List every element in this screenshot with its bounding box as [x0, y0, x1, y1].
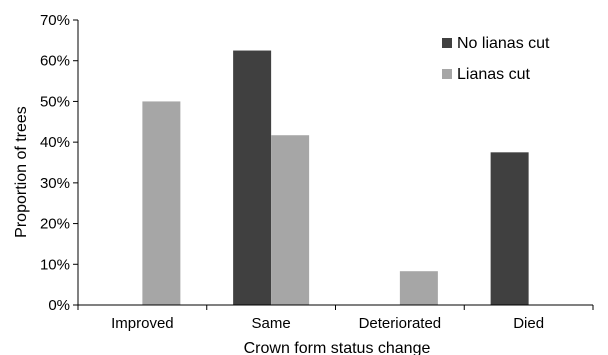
x-tick-label: Improved [111, 315, 174, 332]
legend-label-no-lianas-cut: No lianas cut [457, 35, 550, 52]
plot-area [142, 50, 529, 306]
axes: 0% 10% 20% 30% 40% 50% 60% 70% Improved Same Deter… [40, 12, 594, 332]
x-tick-label: Same [252, 315, 291, 332]
legend-swatch-lianas-cut [442, 69, 452, 79]
y-tick-label: 20% [40, 216, 70, 233]
y-tick-label: 70% [40, 12, 70, 29]
bar-lianas-cut-improved [142, 101, 181, 305]
y-tick-label: 40% [40, 134, 70, 151]
bar-lianas-cut-same [271, 135, 310, 305]
y-tick-label: 0% [48, 297, 70, 314]
bar-lianas-cut-deteriorated [399, 271, 438, 305]
bar-no-lianas-cut-same [233, 50, 272, 306]
bar-no-lianas-cut-died [490, 152, 529, 305]
x-tick-label: Deteriorated [359, 315, 442, 332]
legend-swatch-no-lianas-cut [442, 38, 452, 48]
y-tick-label: 60% [40, 53, 70, 70]
y-tick-label: 30% [40, 175, 70, 192]
y-tick-label: 10% [40, 256, 70, 273]
x-axis-title: Crown form status change [244, 340, 431, 355]
y-axis-title: Proportion of trees [13, 106, 30, 238]
x-tick-label: Died [513, 315, 544, 332]
y-tick-label: 50% [40, 93, 70, 110]
legend-label-lianas-cut: Lianas cut [457, 66, 530, 83]
legend: No lianas cut Lianas cut [442, 35, 550, 83]
